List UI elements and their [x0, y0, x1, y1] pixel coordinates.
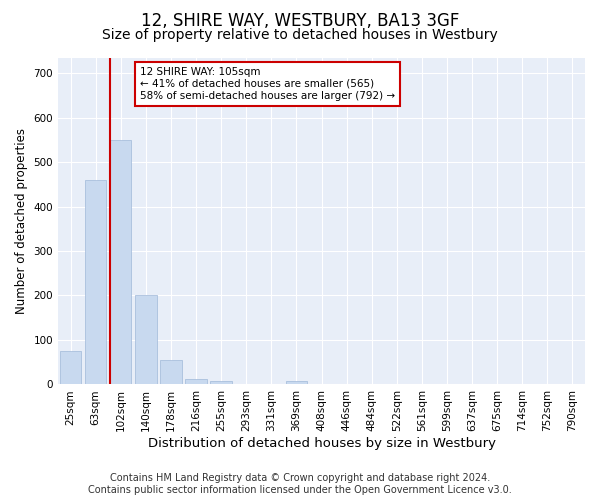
- Text: 12 SHIRE WAY: 105sqm
← 41% of detached houses are smaller (565)
58% of semi-deta: 12 SHIRE WAY: 105sqm ← 41% of detached h…: [140, 68, 395, 100]
- Text: 12, SHIRE WAY, WESTBURY, BA13 3GF: 12, SHIRE WAY, WESTBURY, BA13 3GF: [141, 12, 459, 30]
- X-axis label: Distribution of detached houses by size in Westbury: Distribution of detached houses by size …: [148, 437, 496, 450]
- Y-axis label: Number of detached properties: Number of detached properties: [15, 128, 28, 314]
- Text: Contains HM Land Registry data © Crown copyright and database right 2024.
Contai: Contains HM Land Registry data © Crown c…: [88, 474, 512, 495]
- Bar: [160, 360, 182, 384]
- Bar: [85, 180, 106, 384]
- Text: Size of property relative to detached houses in Westbury: Size of property relative to detached ho…: [102, 28, 498, 42]
- Bar: [135, 296, 157, 384]
- Bar: [211, 382, 232, 384]
- Bar: [110, 140, 131, 384]
- Bar: [185, 378, 207, 384]
- Bar: [60, 351, 81, 384]
- Bar: [286, 381, 307, 384]
